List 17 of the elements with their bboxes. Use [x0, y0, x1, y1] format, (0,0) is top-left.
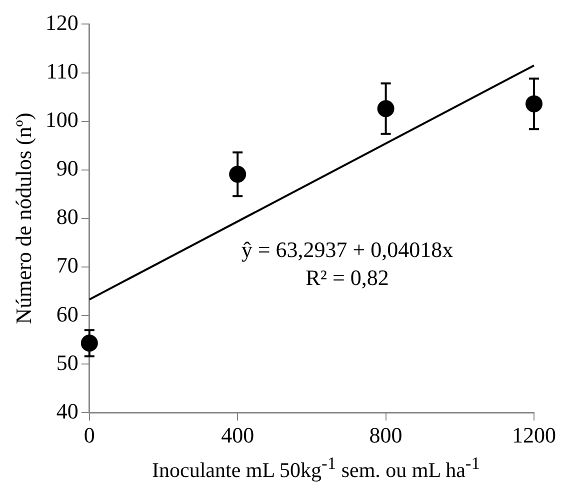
x-tick-label: 400	[221, 422, 254, 448]
y-tick-label: 70	[56, 252, 78, 278]
y-tick-label: 60	[56, 301, 78, 326]
x-tick-label: 800	[369, 422, 402, 448]
y-tick-label: 110	[46, 58, 78, 84]
y-tick-label: 90	[56, 156, 78, 181]
y-tick-label: 40	[56, 398, 78, 424]
annotation: R² = 0,82	[306, 265, 389, 290]
x-axis-title: Inoculante mL 50kg$^{-1}$ sem. ou mL ha$^{-1}$	[151, 453, 481, 483]
annotation: ŷ = 63,2937 + 0,04018x	[241, 237, 454, 262]
y-tick-label: 80	[56, 204, 78, 230]
y-tick-label: 100	[45, 107, 78, 132]
x-tick-label: 0	[84, 422, 95, 448]
x-tick-label: 1200	[512, 422, 556, 448]
y-axis-title: Número de nódulos (nº)	[10, 112, 36, 324]
y-tick-label: 50	[56, 350, 78, 375]
y-tick-label: 120	[45, 10, 78, 35]
